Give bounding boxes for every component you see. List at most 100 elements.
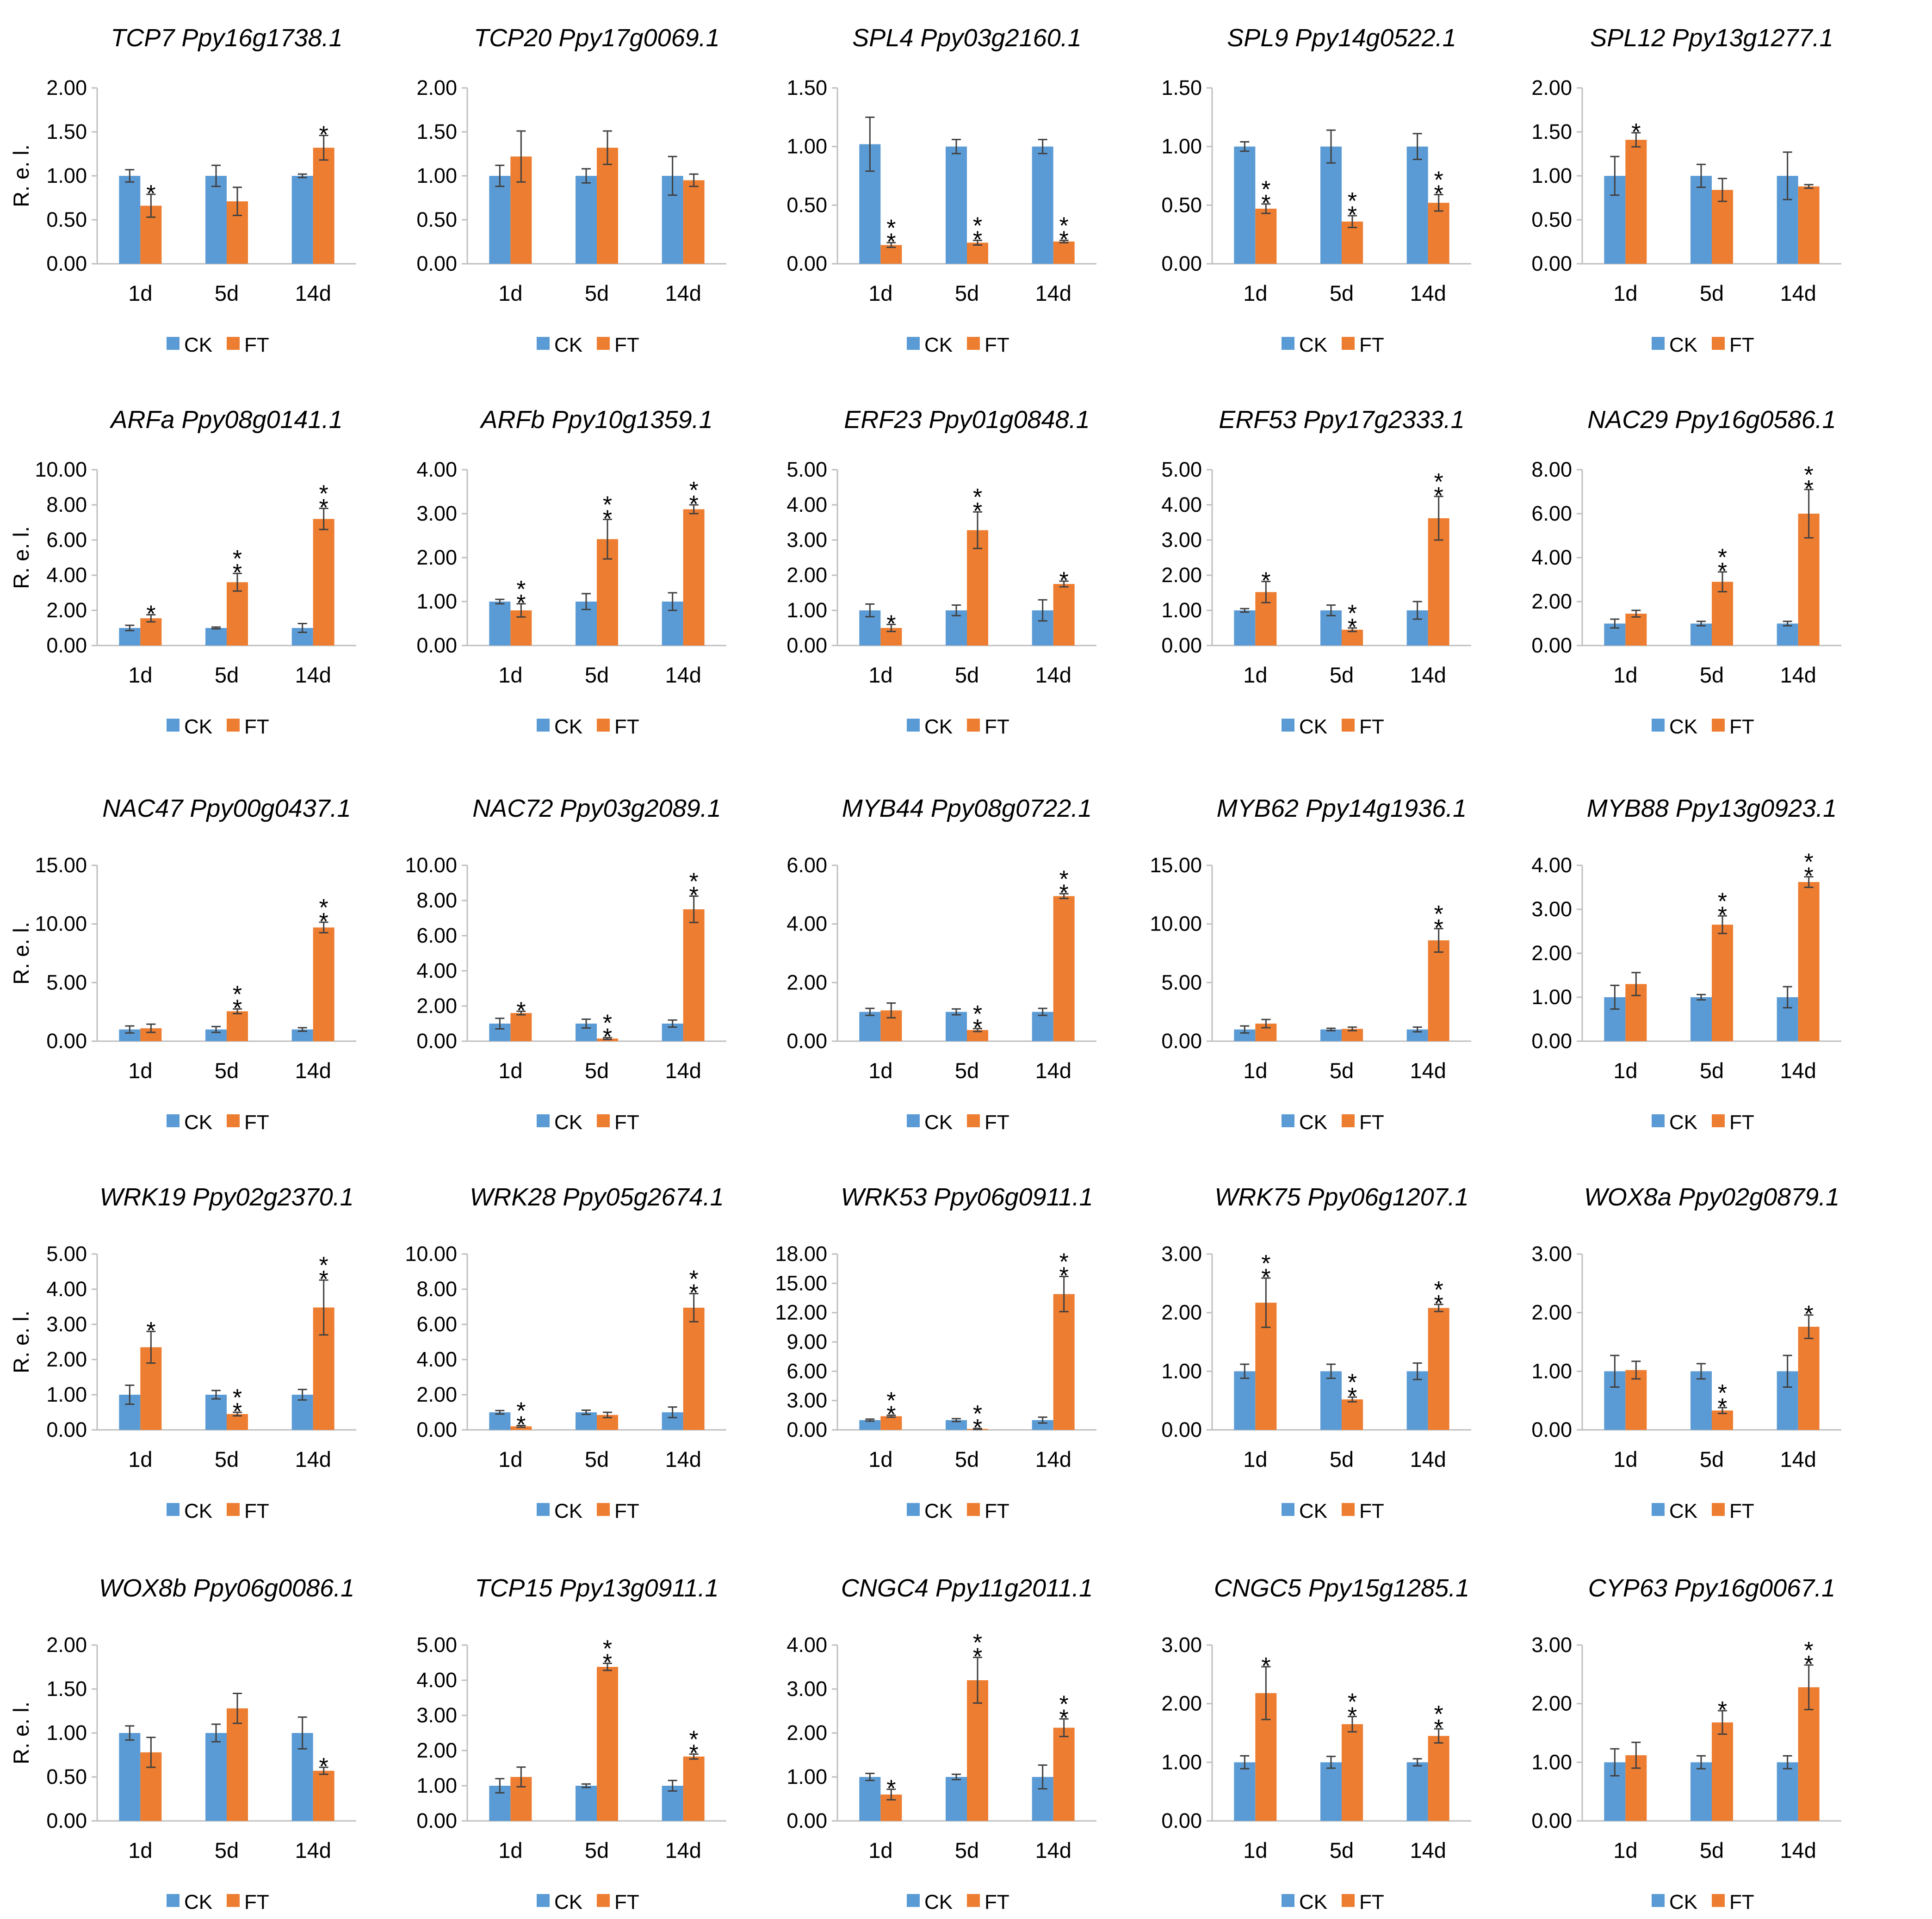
legend-swatch-ft bbox=[1712, 719, 1725, 732]
error-bar bbox=[1038, 1764, 1047, 1790]
bar-ck bbox=[859, 1777, 881, 1821]
legend-swatch-ck bbox=[1282, 719, 1294, 732]
significance-mark: * bbox=[886, 1387, 896, 1414]
bar-ck bbox=[1777, 1762, 1798, 1821]
legend-swatch-ck bbox=[1652, 1503, 1665, 1516]
y-axis-label: R. e. l. bbox=[9, 526, 33, 589]
significance-mark: * bbox=[146, 1317, 155, 1344]
bar-ft bbox=[880, 245, 902, 264]
y-tick-label: 0.00 bbox=[786, 1809, 827, 1832]
bar-ft bbox=[140, 618, 162, 646]
bar-ft bbox=[1342, 221, 1363, 264]
x-tick-label: 14d bbox=[1035, 281, 1071, 305]
error-bar bbox=[1610, 1748, 1620, 1776]
bar-ck bbox=[946, 1420, 967, 1430]
error-bar bbox=[1240, 1025, 1250, 1034]
significance-mark: * bbox=[319, 122, 328, 149]
y-tick-label: 0.00 bbox=[46, 1809, 87, 1832]
chart-panel: TCP20 Ppy17g0069.1 0.00 0.50 1.00 1.50 2.00 1d… bbox=[416, 24, 726, 356]
error-bar bbox=[1718, 1407, 1727, 1415]
significance-mark: * bbox=[1059, 226, 1069, 253]
x-tick-label: 1d bbox=[128, 281, 152, 305]
significance-mark: * bbox=[689, 491, 699, 518]
x-tick-label: 1d bbox=[498, 281, 522, 305]
error-bar bbox=[1631, 609, 1641, 618]
legend-label: CK bbox=[924, 334, 953, 356]
x-tick-label: 5d bbox=[1700, 663, 1724, 687]
y-tick-label: 10.00 bbox=[35, 912, 87, 936]
x-tick-label: 5d bbox=[215, 281, 239, 305]
y-tick-label: 6.00 bbox=[46, 528, 87, 552]
error-bar bbox=[1059, 580, 1069, 588]
legend-label: FT bbox=[614, 1891, 639, 1913]
legend-label: FT bbox=[614, 715, 639, 738]
bar-ft bbox=[683, 1307, 705, 1430]
significance-mark: * bbox=[689, 869, 699, 895]
error-bar bbox=[1412, 1758, 1422, 1767]
error-bar bbox=[1718, 915, 1727, 934]
chart-title: SPL9 Ppy14g0522.1 bbox=[1227, 24, 1456, 52]
chart-panel: MYB88 Ppy13g0923.1 0.00 1.00 2.00 3.00 4.00 1d… bbox=[1531, 795, 1841, 1134]
significance-mark: * bbox=[1261, 176, 1270, 203]
chart-panel: WOX8b Ppy06g0086.1 0.00 0.50 1.00 1.50 2.00 1d… bbox=[46, 1574, 356, 1913]
x-tick-label: 1d bbox=[1243, 1058, 1267, 1083]
significance-mark: * bbox=[886, 610, 896, 637]
error-bar bbox=[973, 1657, 982, 1704]
y-tick-label: 1.00 bbox=[1161, 1750, 1202, 1774]
significance-mark: * bbox=[516, 1398, 526, 1425]
error-bar bbox=[1434, 194, 1443, 212]
legend-label: CK bbox=[554, 1891, 582, 1913]
bar-ck bbox=[1320, 1371, 1342, 1430]
error-bar bbox=[689, 504, 699, 515]
bar-ft bbox=[510, 1013, 532, 1041]
error-bar bbox=[1610, 618, 1620, 629]
legend-label: CK bbox=[554, 1111, 582, 1134]
y-tick-label: 1.50 bbox=[416, 120, 457, 143]
x-tick-label: 14d bbox=[1035, 1447, 1071, 1472]
y-tick-label: 3.00 bbox=[416, 502, 457, 525]
legend-label: FT bbox=[1359, 715, 1384, 738]
error-bar bbox=[1038, 138, 1047, 155]
error-bar bbox=[146, 1737, 156, 1768]
x-tick-label: 5d bbox=[1700, 1838, 1724, 1863]
bar-ck bbox=[1690, 176, 1712, 264]
error-bar bbox=[1783, 621, 1792, 627]
error-bar bbox=[1038, 1416, 1047, 1424]
bar-ck bbox=[1234, 1762, 1256, 1821]
x-tick-label: 14d bbox=[1035, 1058, 1071, 1083]
error-bar bbox=[1038, 1007, 1047, 1016]
legend-label: CK bbox=[924, 1891, 953, 1913]
chart-title: CYP63 Ppy16g0067.1 bbox=[1588, 1574, 1835, 1602]
y-tick-label: 1.50 bbox=[46, 120, 87, 143]
error-bar bbox=[886, 1789, 896, 1801]
legend-swatch-ck bbox=[1282, 337, 1294, 350]
bar-ft bbox=[1053, 584, 1075, 646]
significance-mark: * bbox=[1718, 1394, 1727, 1421]
bar-ck bbox=[1320, 1029, 1342, 1041]
error-bar bbox=[1718, 1710, 1727, 1735]
error-bar bbox=[297, 173, 307, 179]
error-bar bbox=[211, 626, 221, 630]
chart-panel: SPL4 Ppy03g2160.10.000.501.001.50**1d**5… bbox=[786, 24, 1096, 356]
significance-mark: * bbox=[689, 882, 699, 909]
x-tick-label: 14d bbox=[665, 663, 701, 687]
legend-swatch-ck bbox=[537, 337, 550, 350]
y-tick-label: 4.00 bbox=[786, 912, 827, 936]
y-tick-label: 10.00 bbox=[405, 1242, 457, 1266]
y-tick-label: 2.00 bbox=[1161, 1301, 1202, 1324]
y-tick-label: 0.50 bbox=[416, 208, 457, 231]
chart-panel: MYB62 Ppy14g1936.1 0.00 5.00 10.00 15.00 1d 5d… bbox=[1150, 795, 1471, 1134]
y-tick-label: 3.00 bbox=[1161, 1242, 1202, 1266]
y-tick-label: 5.00 bbox=[46, 1242, 87, 1266]
chart-title: NAC29 Ppy16g0586.1 bbox=[1587, 406, 1836, 434]
legend-swatch-ck bbox=[907, 1894, 920, 1907]
error-bar bbox=[1412, 133, 1422, 161]
y-tick-label: 2.00 bbox=[786, 1721, 827, 1745]
y-tick-label: 4.00 bbox=[1161, 493, 1202, 516]
bar-ck bbox=[946, 1012, 967, 1041]
bar-ft bbox=[1255, 208, 1277, 264]
legend-swatch-ck bbox=[167, 1114, 180, 1127]
significance-mark: * bbox=[233, 981, 242, 1008]
bar-ft bbox=[510, 1426, 532, 1430]
